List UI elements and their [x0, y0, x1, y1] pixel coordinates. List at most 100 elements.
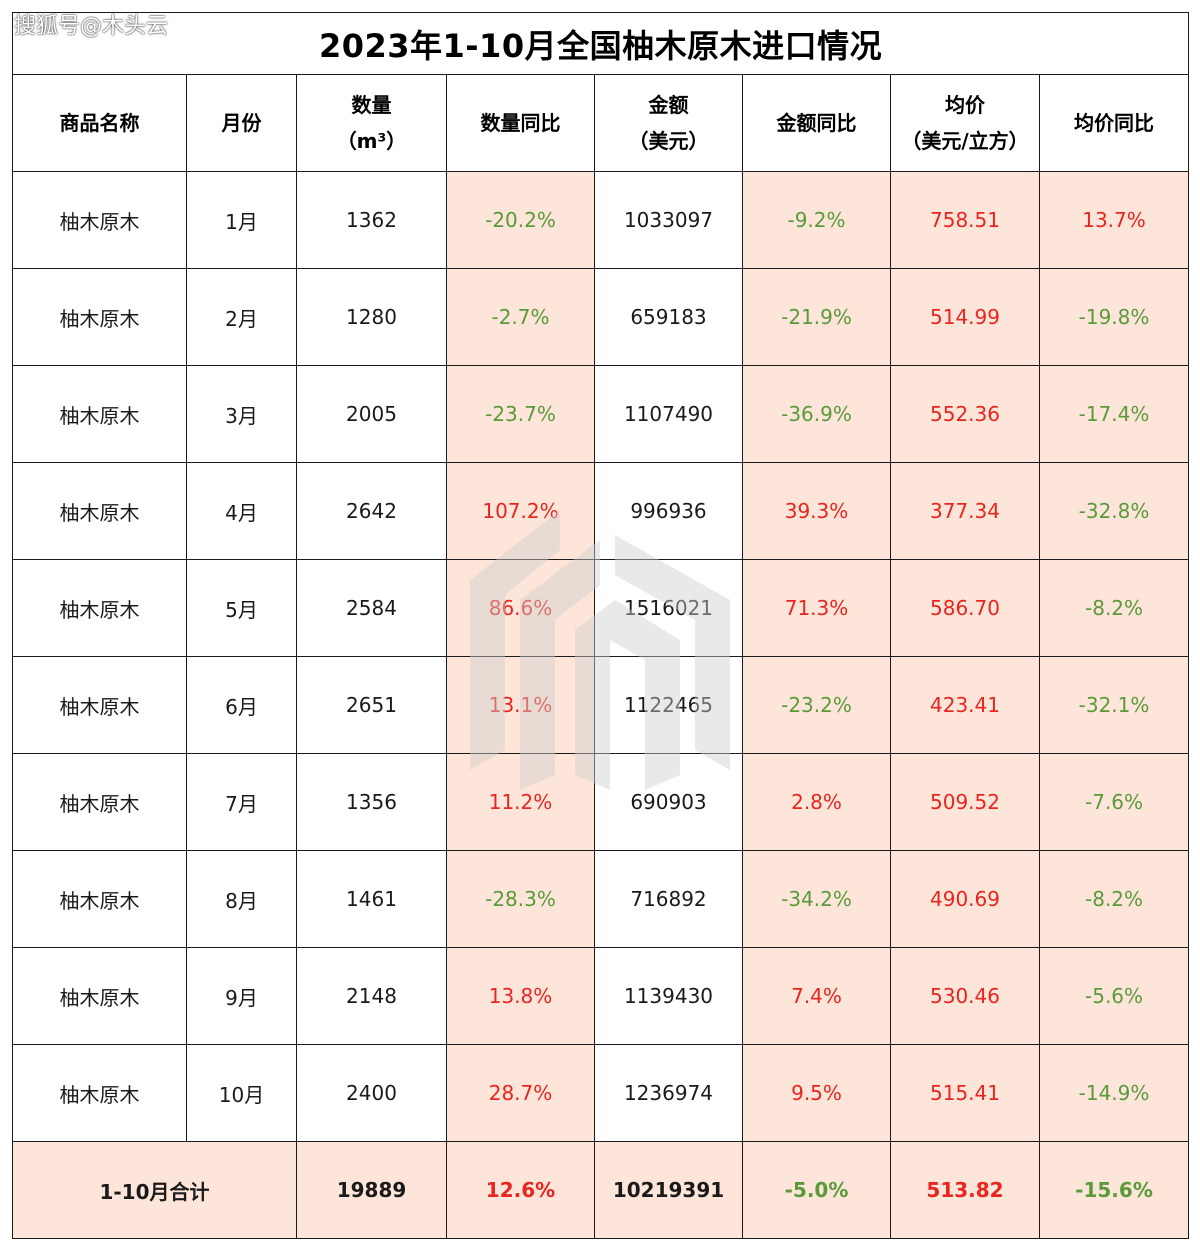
cell-price: 490.69: [890, 850, 1040, 948]
cell-qty-yoy: 107.2%: [446, 462, 595, 560]
cell-amount: 996936: [594, 462, 743, 560]
column-header-line: 均价同比: [1074, 111, 1155, 135]
teak-import-table: 2023年1-10月全国柚木原木进口情况 商品名称 月份 数量 （m³） 数量同比 金额 （…: [11, 12, 1190, 1239]
total-label: 1-10月合计: [12, 1141, 297, 1239]
column-header: 金额 （美元）: [594, 74, 743, 172]
cell-qty: 2651: [296, 656, 447, 754]
column-header-line: 均价: [945, 93, 985, 117]
cell-month: 8月: [186, 850, 297, 948]
cell-price-yoy: -32.8%: [1038, 462, 1190, 560]
cell-price: 509.52: [890, 753, 1040, 851]
cell-name: 柚木原木: [12, 462, 187, 560]
cell-qty: 1362: [296, 171, 447, 269]
cell-name: 柚木原木: [12, 850, 187, 948]
cell-price: 586.70: [890, 559, 1040, 657]
cell-amount-yoy: -34.2%: [742, 850, 891, 948]
cell-qty: 1280: [296, 268, 447, 366]
cell-price: 758.51: [890, 171, 1040, 269]
table-row: 柚木原木 8月 1461 -28.3% 716892 -34.2% 490.69 -8.2%: [12, 850, 1190, 948]
column-header: 金额同比: [742, 74, 891, 172]
cell-qty-yoy: -28.3%: [446, 850, 595, 948]
cell-price: 552.36: [890, 365, 1040, 463]
table-row: 柚木原木 6月 2651 13.1% 1122465 -23.2% 423.41 -32.1%: [12, 656, 1190, 754]
table-row: 柚木原木 7月 1356 11.2% 690903 2.8% 509.52 -7.6%: [12, 753, 1190, 851]
cell-month: 2月: [186, 268, 297, 366]
column-header-line: （美元）: [628, 129, 709, 153]
table-row: 柚木原木 5月 2584 86.6% 1516021 71.3% 586.70 -8.2%: [12, 559, 1190, 657]
total-price-yoy: -15.6%: [1038, 1141, 1190, 1239]
cell-qty: 2400: [296, 1044, 447, 1142]
cell-price-yoy: -19.8%: [1038, 268, 1190, 366]
column-header-line: 商品名称: [59, 111, 140, 135]
header-row: 商品名称 月份 数量 （m³） 数量同比 金额 （美元） 金额同比 均价 （美元/立方） 均价同比: [12, 74, 1190, 172]
table-row: 柚木原木 4月 2642 107.2% 996936 39.3% 377.34 -32.8%: [12, 462, 1190, 560]
cell-qty-yoy: 11.2%: [446, 753, 595, 851]
cell-qty: 2005: [296, 365, 447, 463]
table-row: 柚木原木 9月 2148 13.8% 1139430 7.4% 530.46 -5.6%: [12, 947, 1190, 1045]
cell-name: 柚木原木: [12, 171, 187, 269]
table-row: 柚木原木 3月 2005 -23.7% 1107490 -36.9% 552.36 -17.4…: [12, 365, 1190, 463]
cell-amount: 716892: [594, 850, 743, 948]
cell-price-yoy: -8.2%: [1038, 559, 1190, 657]
column-header-line: 金额同比: [776, 111, 857, 135]
cell-amount: 659183: [594, 268, 743, 366]
table-title: 2023年1-10月全国柚木原木进口情况: [11, 12, 1190, 75]
total-qty-yoy: 12.6%: [446, 1141, 595, 1239]
cell-amount: 1236974: [594, 1044, 743, 1142]
cell-name: 柚木原木: [12, 947, 187, 1045]
cell-amount: 1107490: [594, 365, 743, 463]
column-header-line: （美元/立方）: [901, 129, 1029, 153]
cell-month: 1月: [186, 171, 297, 269]
cell-amount: 1122465: [594, 656, 743, 754]
table-row: 柚木原木 10月 2400 28.7% 1236974 9.5% 515.41 -14.9%: [12, 1044, 1190, 1142]
cell-amount-yoy: 71.3%: [742, 559, 891, 657]
column-header: 商品名称: [12, 74, 187, 172]
cell-amount-yoy: -23.2%: [742, 656, 891, 754]
cell-qty: 1461: [296, 850, 447, 948]
column-header: 数量同比: [446, 74, 595, 172]
total-qty: 19889: [296, 1141, 447, 1239]
cell-name: 柚木原木: [12, 559, 187, 657]
cell-amount-yoy: -36.9%: [742, 365, 891, 463]
total-amount: 10219391: [594, 1141, 743, 1239]
cell-amount-yoy: 7.4%: [742, 947, 891, 1045]
cell-name: 柚木原木: [12, 656, 187, 754]
total-price: 513.82: [890, 1141, 1040, 1239]
cell-month: 6月: [186, 656, 297, 754]
cell-month: 3月: [186, 365, 297, 463]
column-header-line: 金额: [648, 93, 689, 117]
cell-month: 10月: [186, 1044, 297, 1142]
cell-amount: 1516021: [594, 559, 743, 657]
cell-price-yoy: -17.4%: [1038, 365, 1190, 463]
cell-qty: 2584: [296, 559, 447, 657]
cell-qty-yoy: 28.7%: [446, 1044, 595, 1142]
cell-amount: 1033097: [594, 171, 743, 269]
column-header-line: （m³）: [336, 129, 407, 153]
cell-name: 柚木原木: [12, 1044, 187, 1142]
cell-month: 5月: [186, 559, 297, 657]
cell-qty-yoy: 13.1%: [446, 656, 595, 754]
column-header: 月份: [186, 74, 297, 172]
cell-price-yoy: -32.1%: [1038, 656, 1190, 754]
cell-amount: 690903: [594, 753, 743, 851]
cell-qty-yoy: -23.7%: [446, 365, 595, 463]
total-row: 1-10月合计 19889 12.6% 10219391 -5.0% 513.82 -15.…: [12, 1141, 1190, 1239]
cell-price-yoy: 13.7%: [1038, 171, 1190, 269]
cell-name: 柚木原木: [12, 753, 187, 851]
cell-month: 9月: [186, 947, 297, 1045]
cell-qty: 1356: [296, 753, 447, 851]
cell-month: 4月: [186, 462, 297, 560]
column-header-line: 数量同比: [480, 111, 561, 135]
cell-price: 530.46: [890, 947, 1040, 1045]
cell-price-yoy: -14.9%: [1038, 1044, 1190, 1142]
cell-amount-yoy: 2.8%: [742, 753, 891, 851]
cell-qty-yoy: 13.8%: [446, 947, 595, 1045]
cell-name: 柚木原木: [12, 268, 187, 366]
cell-price-yoy: -5.6%: [1038, 947, 1190, 1045]
column-header: 均价 （美元/立方）: [890, 74, 1040, 172]
cell-price: 377.34: [890, 462, 1040, 560]
cell-amount-yoy: -9.2%: [742, 171, 891, 269]
cell-price-yoy: -7.6%: [1038, 753, 1190, 851]
column-header-line: 月份: [221, 111, 262, 135]
cell-qty: 2148: [296, 947, 447, 1045]
